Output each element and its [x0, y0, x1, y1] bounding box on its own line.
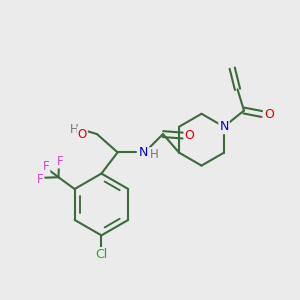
- Text: O: O: [264, 108, 274, 121]
- Text: F: F: [43, 160, 50, 172]
- Text: Cl: Cl: [95, 248, 107, 261]
- Text: F: F: [57, 154, 63, 167]
- Text: H: H: [150, 148, 158, 161]
- Text: N: N: [139, 146, 148, 159]
- Text: N: N: [219, 120, 229, 133]
- Text: H: H: [70, 123, 79, 136]
- Text: O: O: [78, 128, 87, 141]
- Text: F: F: [37, 173, 44, 186]
- Text: O: O: [184, 129, 194, 142]
